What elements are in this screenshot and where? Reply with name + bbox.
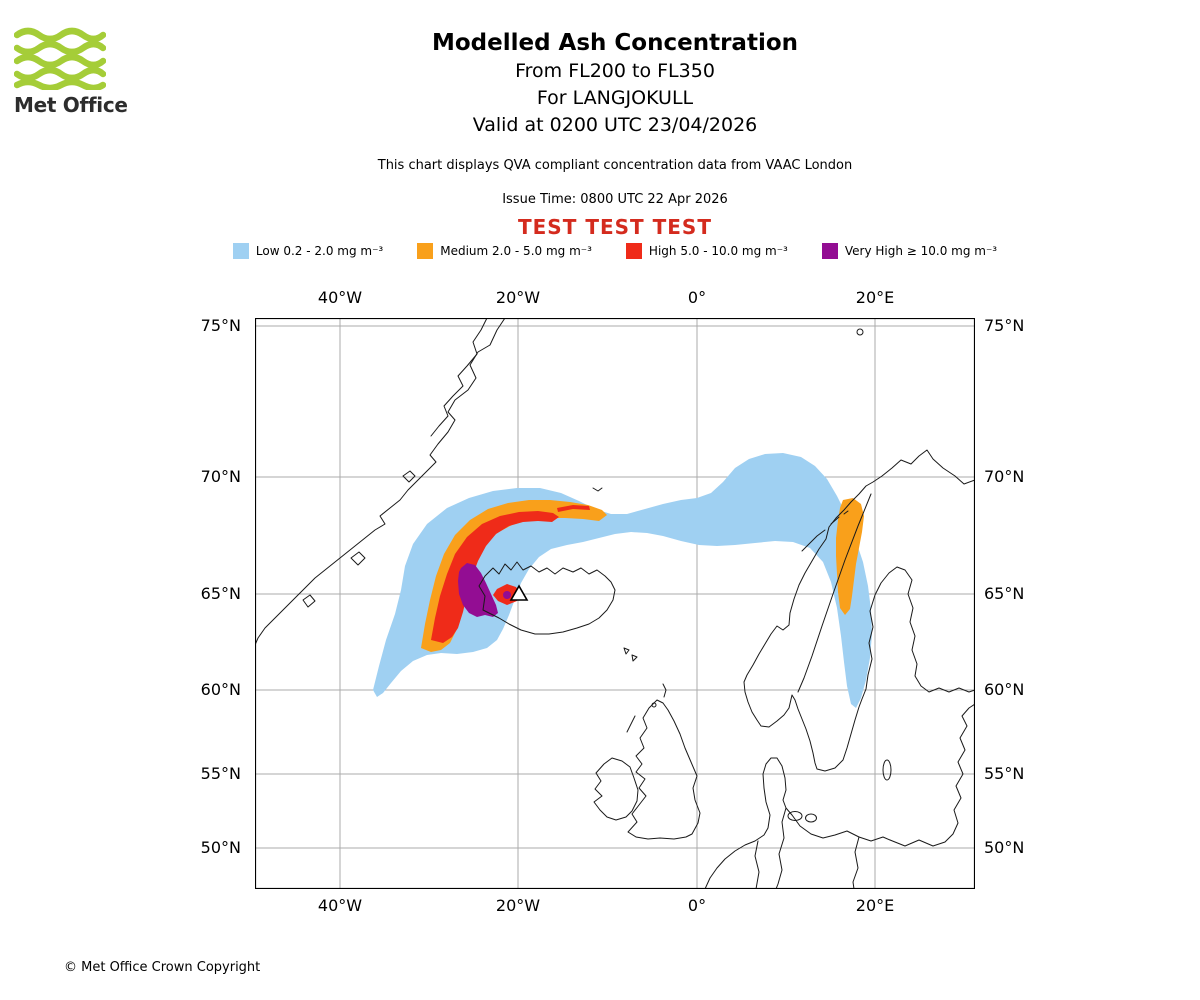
copyright-text: © Met Office Crown Copyright (64, 960, 261, 975)
island-funen (805, 813, 817, 823)
y-tick-right-60n: 60°N (984, 680, 1025, 699)
island-gotland (882, 759, 892, 781)
plume-very-high (458, 563, 498, 617)
border-germany-2 (852, 836, 860, 889)
y-tick-right-50n: 50°N (984, 838, 1025, 857)
greenland-island-2 (302, 594, 316, 608)
y-tick-left-60n: 60°N (200, 680, 241, 699)
y-tick-left-55n: 55°N (200, 764, 241, 783)
high-swatch (625, 243, 642, 259)
subtitle-valid-time: Valid at 0200 UTC 23/04/2026 (472, 114, 758, 136)
coast-scandinavia (743, 449, 975, 772)
coast-greenland (255, 318, 506, 646)
x-tick-top-20w: 20°W (495, 288, 541, 307)
legend-label-high: High 5.0 - 10.0 mg m⁻³ (648, 244, 788, 258)
volcano-marker-icon (509, 584, 529, 601)
low-swatch (232, 243, 249, 259)
y-tick-left-65n: 65°N (200, 584, 241, 603)
coast-iceland (478, 561, 616, 635)
x-tick-top-0: 0° (687, 288, 707, 307)
coast-greenland-fjords (430, 318, 488, 437)
map-region (255, 318, 975, 889)
greenland-island-3 (402, 470, 416, 483)
y-tick-right-70n: 70°N (984, 467, 1025, 486)
legend-item-very-high: Very High ≥ 10.0 mg m⁻³ (821, 243, 998, 259)
border-germany-3 (754, 840, 760, 889)
y-tick-left-50n: 50°N (200, 838, 241, 857)
y-tick-right-55n: 55°N (984, 764, 1025, 783)
border-norway-sweden (797, 493, 872, 693)
coast-continental-europe (704, 757, 891, 889)
legend-item-low: Low 0.2 - 2.0 mg m⁻³ (232, 243, 384, 259)
islands-hebrides (626, 715, 636, 733)
legend-label-very-high: Very High ≥ 10.0 mg m⁻³ (844, 244, 998, 258)
met-office-waves-icon (14, 27, 106, 90)
subtitle-flight-levels: From FL200 to FL350 (515, 60, 715, 82)
very-high-swatch (821, 243, 838, 259)
grid-lines (255, 318, 975, 889)
greenland-island-1 (350, 551, 366, 566)
islands-faroe (623, 647, 638, 662)
qva-note: This chart displays QVA compliant concen… (377, 158, 853, 173)
coast-baltic-east (889, 703, 975, 847)
page-title: Modelled Ash Concentration (431, 30, 799, 56)
legend-item-high: High 5.0 - 10.0 mg m⁻³ (625, 243, 788, 259)
map-frame (255, 318, 975, 889)
islands-lofoten (801, 510, 849, 552)
test-banner: TEST TEST TEST (518, 215, 712, 239)
islands-shetland (662, 683, 667, 698)
plume-very-high-dot (503, 591, 511, 599)
y-tick-right-75n: 75°N (984, 316, 1025, 335)
coast-ireland (593, 757, 639, 821)
island-jan-mayen (592, 487, 603, 492)
logo-text: Met Office (14, 93, 128, 117)
map-canvas (255, 318, 975, 889)
coastlines (255, 318, 975, 889)
coast-great-britain (627, 699, 701, 840)
x-tick-bottom-20w: 20°W (495, 896, 541, 915)
y-tick-left-70n: 70°N (200, 467, 241, 486)
island-zealand (787, 811, 803, 821)
legend-item-medium: Medium 2.0 - 5.0 mg m⁻³ (417, 243, 592, 259)
x-tick-bottom-20e: 20°E (855, 896, 895, 915)
island-bear (856, 328, 864, 336)
legend: Low 0.2 - 2.0 mg m⁻³ Medium 2.0 - 5.0 mg… (30, 243, 1200, 259)
x-tick-top-20e: 20°E (855, 288, 895, 307)
x-tick-top-40w: 40°W (317, 288, 363, 307)
x-tick-bottom-0: 0° (687, 896, 707, 915)
y-tick-right-65n: 65°N (984, 584, 1025, 603)
legend-label-low: Low 0.2 - 2.0 mg m⁻³ (255, 244, 384, 258)
border-germany-1 (775, 807, 787, 889)
title-block: Modelled Ash Concentration From FL200 to… (255, 28, 975, 139)
x-tick-bottom-40w: 40°W (317, 896, 363, 915)
issue-time: Issue Time: 0800 UTC 22 Apr 2026 (502, 192, 728, 207)
ash-plume (373, 453, 872, 708)
plume-high (431, 511, 559, 643)
met-office-logo: Met Office (14, 26, 134, 117)
subtitle-volcano: For LANGJOKULL (536, 87, 694, 109)
y-tick-left-75n: 75°N (200, 316, 241, 335)
medium-swatch (417, 243, 434, 259)
legend-label-medium: Medium 2.0 - 5.0 mg m⁻³ (440, 244, 592, 258)
plume-high-streak (557, 505, 590, 512)
